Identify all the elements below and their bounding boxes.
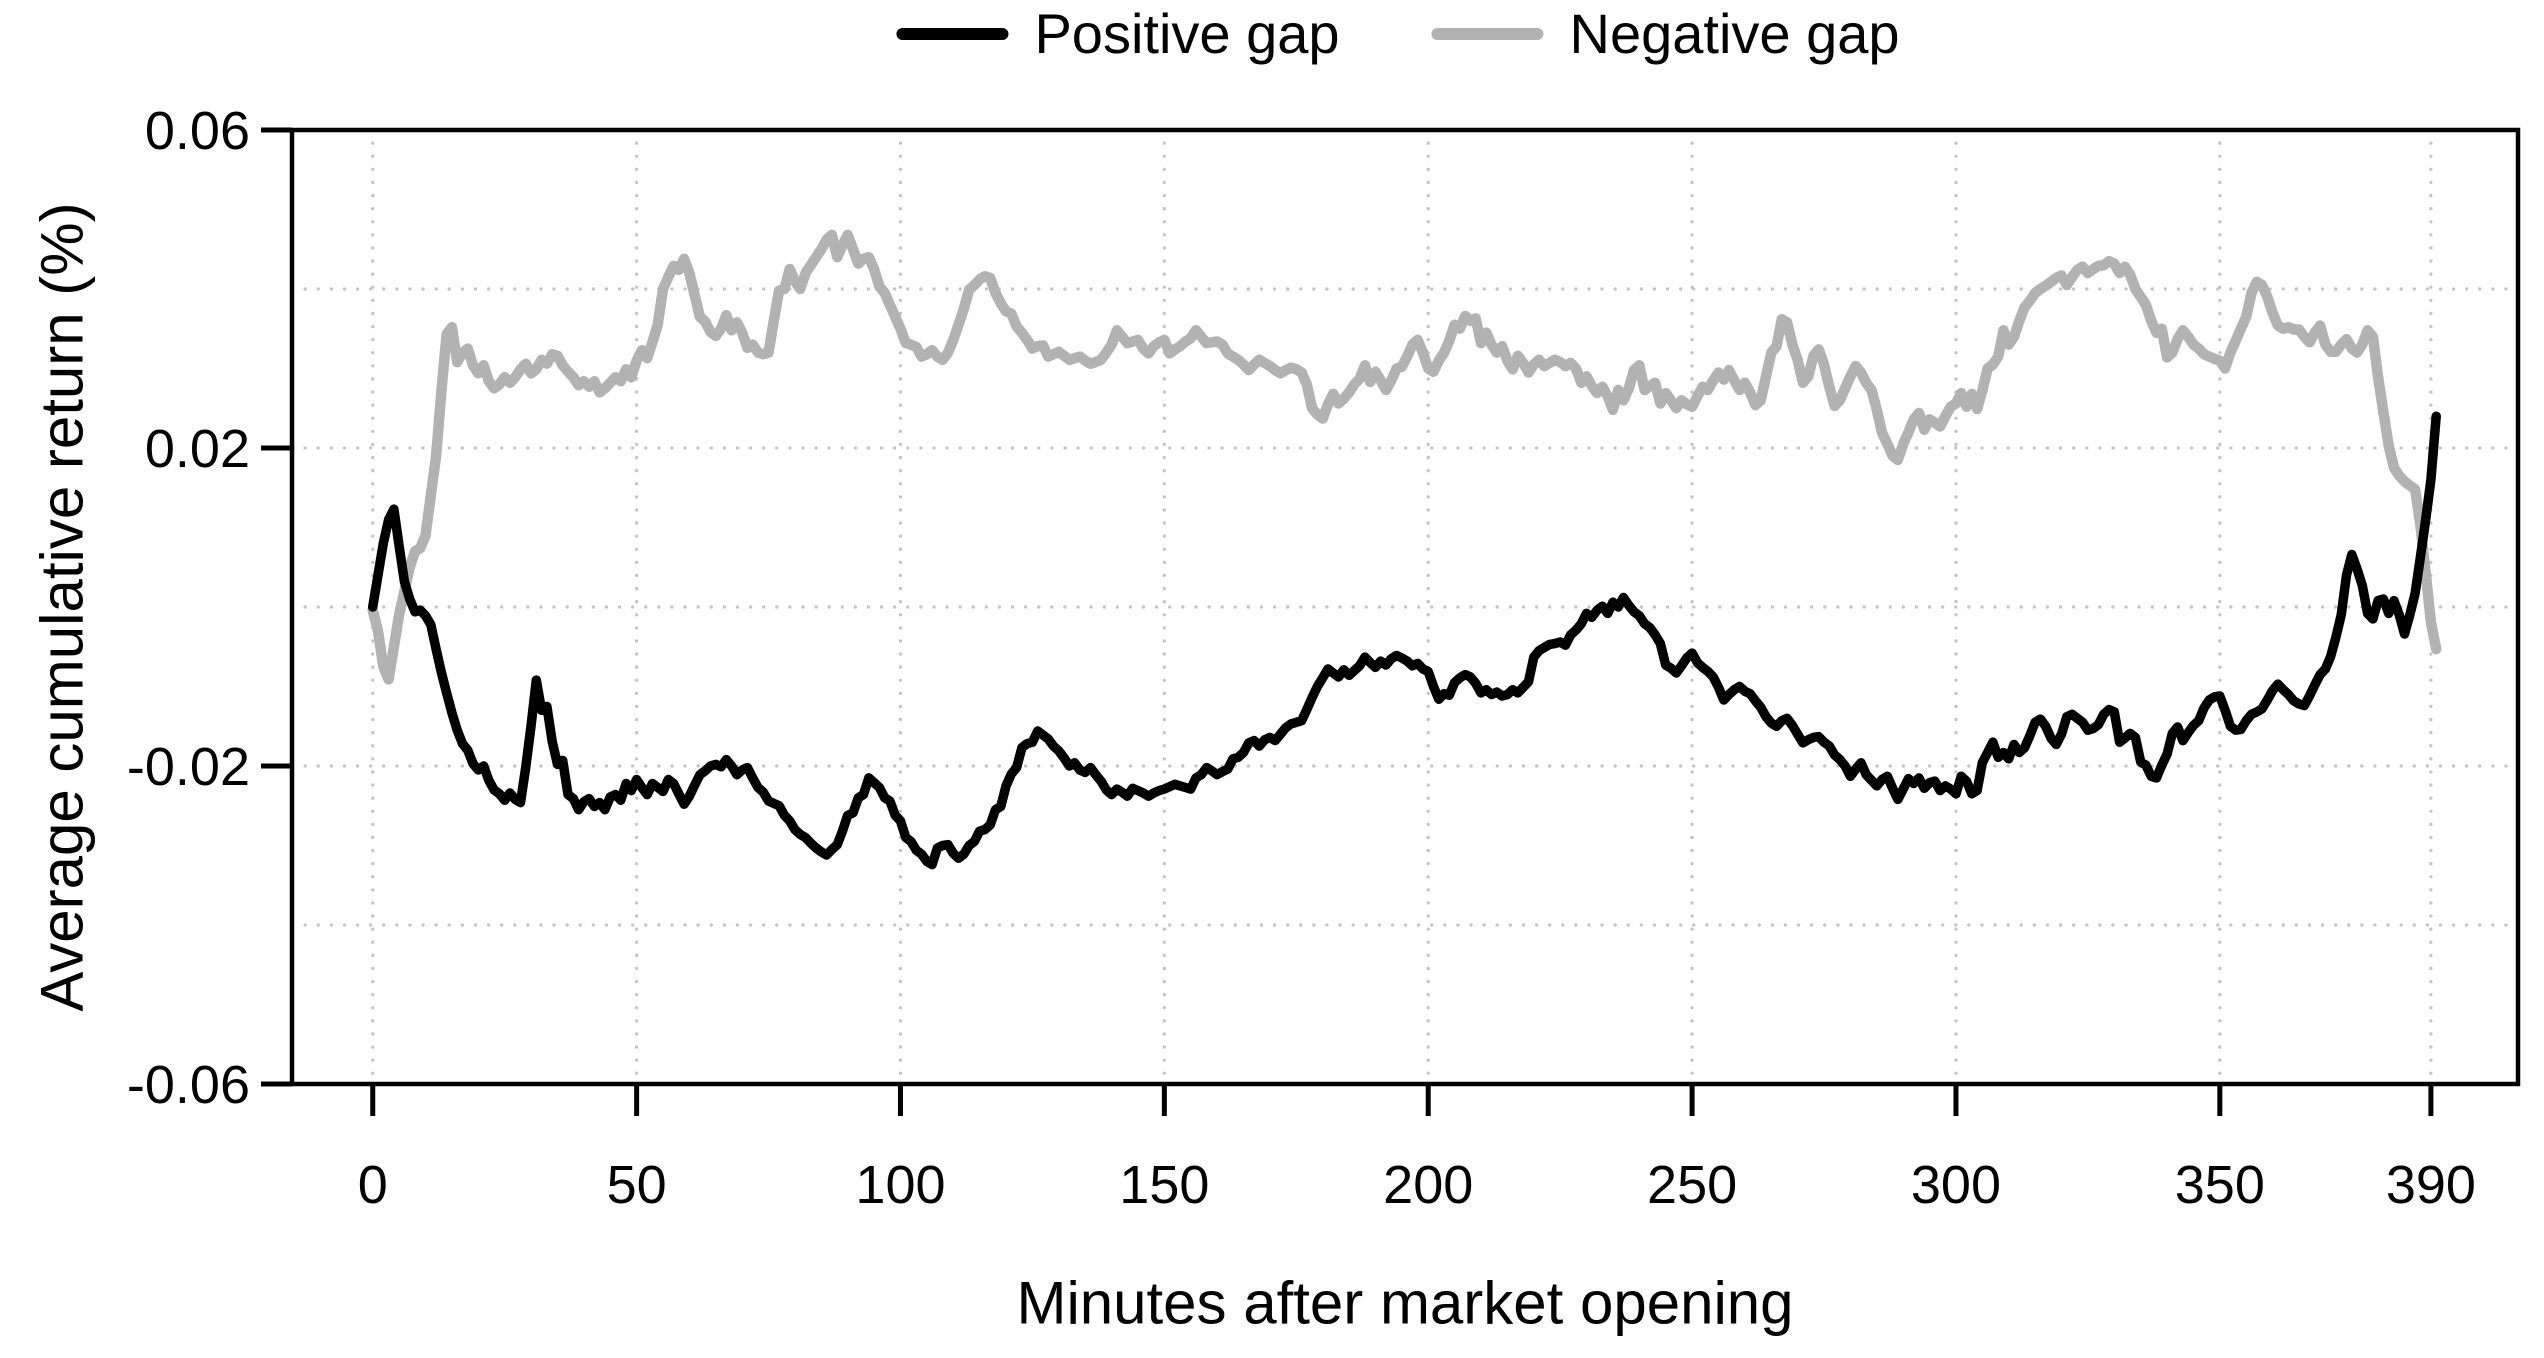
x-tick-label: 390 (2386, 1155, 2476, 1215)
axis-ticks (261, 127, 2434, 1116)
x-tick-label: 200 (1383, 1155, 1473, 1215)
y-tick-label: 0.06 (145, 101, 250, 161)
y-tick-label: -0.02 (127, 737, 250, 797)
legend-item-positive-gap: Positive gap (896, 2, 1340, 65)
x-axis-title: Minutes after market opening (1016, 1269, 1794, 1337)
y-tick-label: -0.06 (127, 1055, 250, 1115)
x-tick-label: 150 (1119, 1155, 1209, 1215)
series-line-positive-gap (367, 411, 2441, 870)
x-tick-label: 0 (358, 1155, 388, 1215)
x-tick-label: 50 (607, 1155, 667, 1215)
y-tick-label: 0.02 (145, 419, 250, 479)
x-tick-label: 250 (1647, 1155, 1737, 1215)
plot-border (289, 127, 2521, 1087)
x-tick-label: 300 (1911, 1155, 2001, 1215)
gridlines (290, 128, 2520, 1086)
series-line-negative-gap (367, 229, 2442, 685)
legend: Positive gap Negative gap (896, 2, 1900, 65)
negative-gap-line-swatch (1431, 28, 1544, 40)
x-tick-label: 100 (855, 1155, 945, 1215)
tick-labels: 0.06 0.02 -0.02 -0.06 0 50 100 150 200 250 300 350 3… (127, 101, 2476, 1215)
legend-item-negative-gap: Negative gap (1431, 2, 1900, 65)
legend-label-negative-gap: Negative gap (1569, 2, 1900, 65)
x-tick-label: 350 (2175, 1155, 2265, 1215)
legend-label-positive-gap: Positive gap (1034, 2, 1340, 65)
positive-gap-line-swatch (896, 28, 1009, 40)
